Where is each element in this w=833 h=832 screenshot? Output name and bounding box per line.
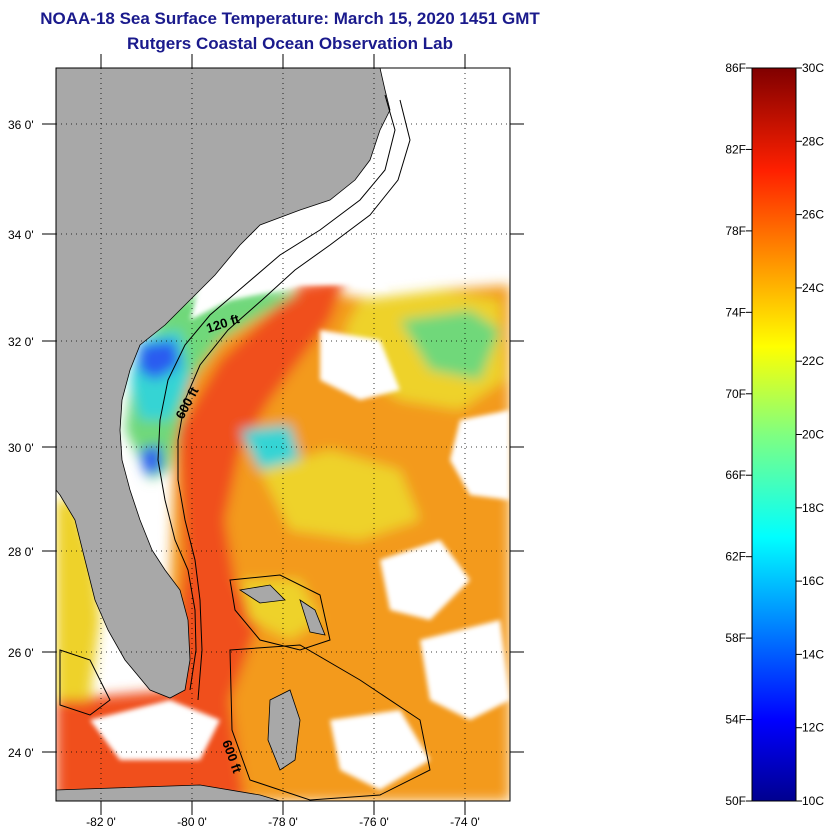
- lat-label-24: 24 0': [8, 746, 34, 760]
- cloud-center: [320, 330, 400, 400]
- contour-florida-keys: [59, 649, 111, 716]
- andros-island: [267, 689, 301, 771]
- us-southeast-coast: [56, 68, 391, 699]
- lon-label-74: -74 0': [450, 815, 480, 829]
- lon-label-80: -80 0': [177, 815, 207, 829]
- axis-ticks: [42, 54, 524, 815]
- lat-label-32: 32 0': [8, 335, 34, 349]
- cloud-cover: [90, 240, 510, 790]
- lon-label-78: -78 0': [268, 815, 298, 829]
- sst-green-offshore: [400, 310, 500, 380]
- map-subtitle: Rutgers Coastal Ocean Observation Lab: [127, 34, 453, 53]
- cloud-straits: [90, 700, 220, 760]
- sst-gulfstream-region: [56, 278, 345, 801]
- contour-great-bank: [229, 644, 431, 801]
- cloud-north: [190, 240, 390, 320]
- lat-label-28: 28 0': [8, 545, 34, 559]
- cloud-east: [450, 410, 510, 500]
- lon-label-76: -76 0': [359, 815, 389, 829]
- lat-label-36: 36 0': [8, 118, 34, 132]
- cloud-south-1: [380, 540, 470, 620]
- cloud-far-south: [330, 710, 430, 790]
- grand-bahama: [238, 584, 286, 604]
- sst-blue-region-2: [140, 445, 162, 475]
- abaco-island: [299, 599, 326, 636]
- graticule: [56, 68, 510, 801]
- contour-120ft: [157, 94, 396, 691]
- contour-bahamas-bank: [229, 574, 331, 651]
- cuba-north-coast: [56, 784, 281, 801]
- cloud-south-2: [420, 620, 510, 720]
- lat-label-26: 26 0': [8, 646, 34, 660]
- lon-label-82: -82 0': [86, 815, 116, 829]
- lat-label-34: 34 0': [8, 228, 34, 242]
- sst-cyan-mid: [240, 425, 300, 470]
- sst-blue-region: [138, 340, 180, 380]
- contour-600ft: [177, 99, 411, 701]
- sst-field: [56, 278, 510, 801]
- land: [56, 68, 391, 801]
- sst-yellow-patch-center: [260, 450, 420, 540]
- map-title: NOAA-18 Sea Surface Temperature: March 1…: [40, 9, 540, 28]
- bathymetry-contours: [59, 94, 431, 801]
- map-area: 120 ft 600 ft 600 ft: [56, 68, 510, 801]
- lat-label-30: 30 0': [8, 441, 34, 455]
